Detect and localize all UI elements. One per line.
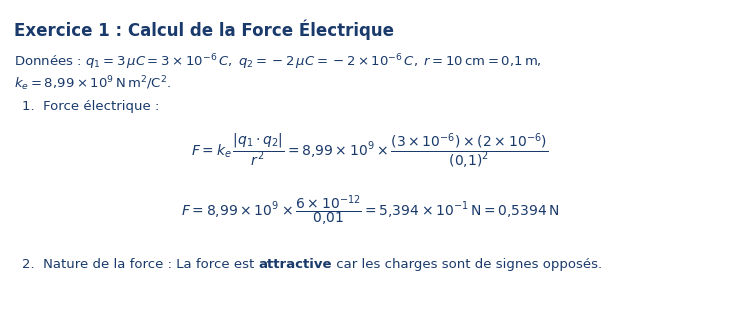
Text: $F = 8{,}99 \times 10^{9} \times \dfrac{6 \times 10^{-12}}{0{,}01} = 5{,}394 \ti: $F = 8{,}99 \times 10^{9} \times \dfrac{… xyxy=(181,193,559,228)
Text: $F = k_e\,\dfrac{|q_1 \cdot q_2|}{r^2} = 8{,}99 \times 10^{9} \times \dfrac{(3 \: $F = k_e\,\dfrac{|q_1 \cdot q_2|}{r^2} =… xyxy=(191,132,548,171)
Text: Données : $q_1 = 3\,\mu C = 3 \times 10^{-6}\,C,\; q_2 = -2\,\mu C = -2 \times 1: Données : $q_1 = 3\,\mu C = 3 \times 10^… xyxy=(14,52,542,72)
Text: 1.  Force électrique :: 1. Force électrique : xyxy=(22,100,160,113)
Text: Exercice 1 : Calcul de la Force Électrique: Exercice 1 : Calcul de la Force Électriq… xyxy=(14,20,394,40)
Text: 2.  Nature de la force : La force est: 2. Nature de la force : La force est xyxy=(22,258,259,271)
Text: attractive: attractive xyxy=(259,258,332,271)
Text: car les charges sont de signes opposés.: car les charges sont de signes opposés. xyxy=(332,258,602,271)
Text: $k_e = 8{,}99 \times 10^{9}\,\mathrm{N}\,\mathrm{m}^2/\mathrm{C}^2.$: $k_e = 8{,}99 \times 10^{9}\,\mathrm{N}\… xyxy=(14,74,171,93)
